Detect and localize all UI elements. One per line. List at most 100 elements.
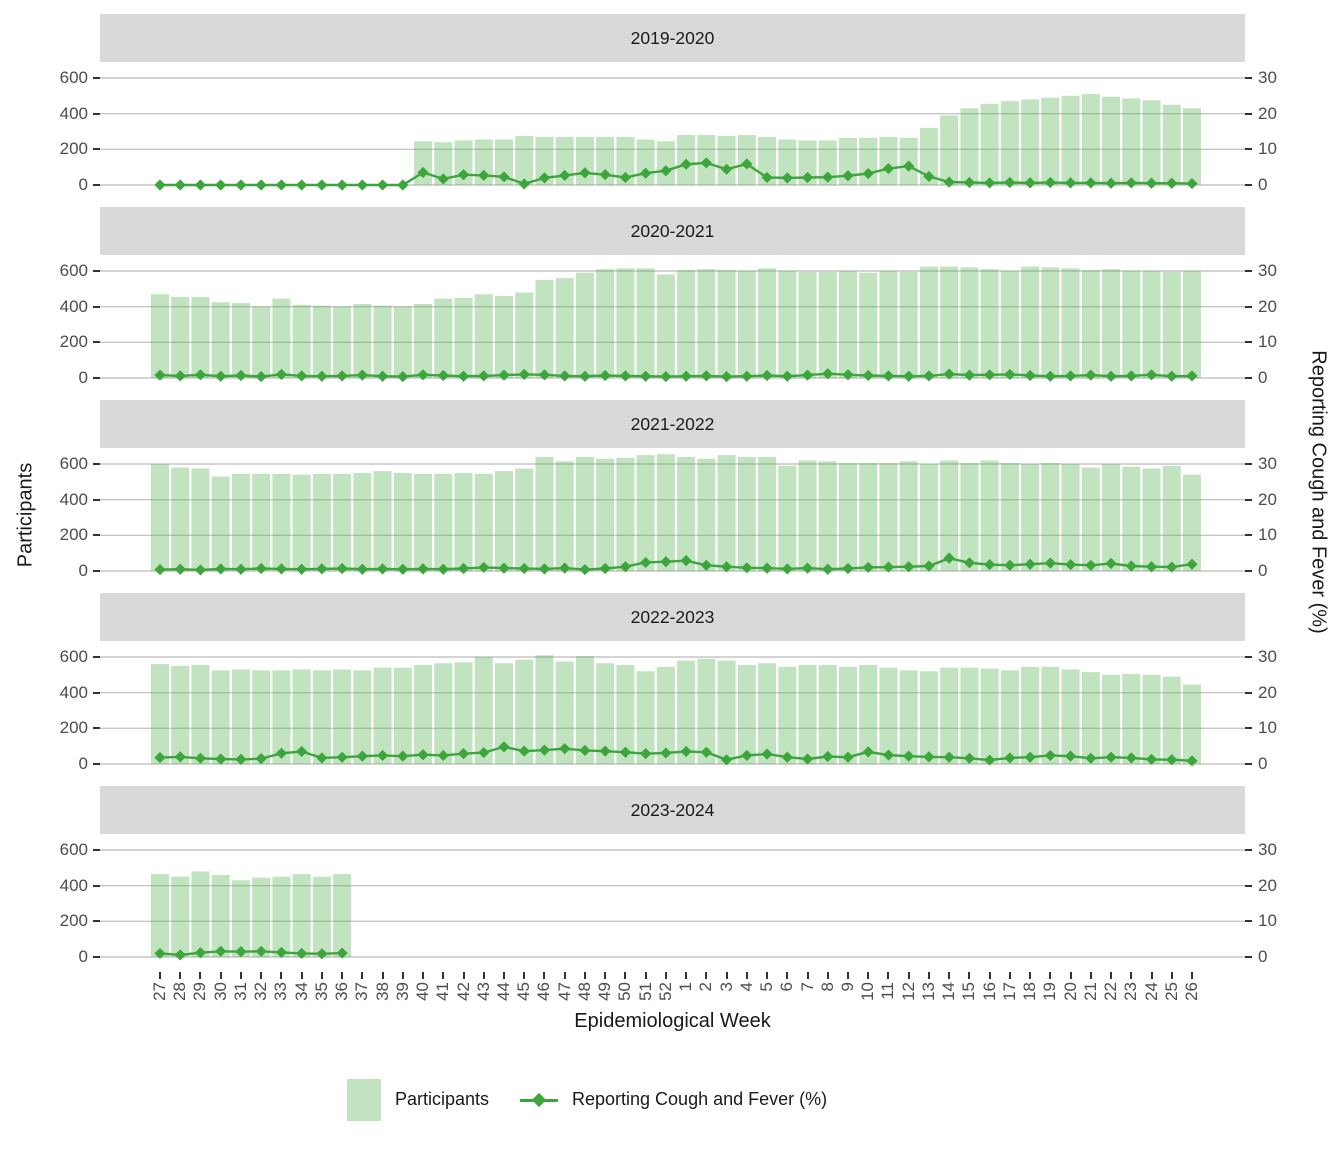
participants-bar [940, 115, 959, 185]
pct-point [538, 744, 551, 756]
pct-point [518, 745, 530, 757]
right-y-tick-label: 30 [1258, 647, 1277, 666]
x-tick-mark [1089, 972, 1092, 979]
participants-bar [171, 665, 190, 764]
x-tick-mark [159, 972, 161, 979]
pct-point [437, 369, 449, 382]
pct-point [943, 176, 955, 188]
pct-point [498, 562, 510, 574]
participants-bar [231, 669, 250, 764]
x-tick-mark [766, 972, 769, 979]
x-tick-mark [1049, 972, 1052, 979]
pct-point [538, 172, 551, 184]
x-tick-mark [867, 972, 870, 979]
left-y-tick-label: 400 [59, 296, 88, 316]
right-tick-mark [1245, 270, 1252, 272]
x-tick-mark [887, 972, 890, 979]
participants-bar [151, 874, 169, 957]
right-tick-mark [1245, 377, 1252, 379]
pct-point [457, 169, 470, 181]
x-tick-mark [664, 972, 667, 979]
pct-point [255, 945, 267, 957]
participants-bar [697, 269, 716, 378]
left-tick-mark [93, 77, 100, 79]
participants-bar [717, 135, 736, 185]
participants-bar [778, 271, 797, 378]
pct-point [1004, 559, 1016, 571]
participants-bar [1000, 271, 1019, 378]
participants-bar [596, 663, 615, 764]
participants-bar [1142, 468, 1161, 571]
facet-panel-2020-2021 [100, 266, 1245, 383]
x-tick-mark [462, 972, 465, 979]
left-tick-mark [93, 656, 100, 658]
pct-point [923, 751, 935, 763]
participants-bar [535, 655, 554, 764]
pct-point [579, 167, 591, 179]
participants-bar [171, 296, 190, 378]
participants-bar [656, 454, 675, 571]
participants-bar [677, 270, 696, 378]
participants-bar [373, 667, 392, 764]
participants-bar [292, 304, 311, 378]
right-y-tick-label: 30 [1258, 261, 1277, 280]
x-tick-mark [583, 972, 586, 979]
participants-bar [1102, 96, 1121, 185]
x-axis-title: Epidemiological Week [574, 1010, 771, 1032]
participants-bar [231, 303, 250, 378]
pct-point [599, 169, 611, 181]
facet-strip-title: 2023-2024 [630, 799, 715, 820]
left-y-tick-label: 0 [78, 947, 88, 966]
participants-bar [535, 456, 554, 571]
pct-point [579, 563, 591, 576]
pct-point [741, 749, 753, 762]
pct-point [1085, 177, 1097, 189]
participants-bar [494, 471, 513, 571]
pct-point [154, 369, 166, 381]
participants-bar [940, 266, 959, 378]
participants-bar [778, 465, 797, 571]
x-tick-mark [1130, 972, 1133, 979]
participants-bar [737, 456, 756, 571]
participants-bar [1061, 464, 1080, 571]
pct-point [1166, 754, 1178, 766]
participants-bar [515, 659, 534, 764]
x-tick-mark [1110, 972, 1113, 979]
pct-point [1024, 177, 1036, 189]
x-tick-mark [1069, 972, 1072, 979]
pct-point [498, 741, 510, 753]
participants-bar [737, 271, 756, 378]
pct-point [842, 751, 854, 763]
x-tick-mark [1008, 972, 1011, 979]
x-tick-mark [1190, 972, 1193, 979]
pct-point [882, 162, 895, 175]
left-tick-mark [93, 884, 100, 887]
pct-line [160, 161, 1193, 187]
right-tick-mark [1245, 341, 1252, 344]
right-y-tick-label: 20 [1258, 489, 1277, 509]
pct-point [518, 562, 530, 575]
left-y-tick-label: 600 [59, 454, 88, 473]
participants-bar [373, 471, 392, 571]
pct-point [781, 172, 793, 184]
participants-bar [737, 665, 756, 764]
left-y-tick-label: 0 [78, 368, 88, 387]
pct-point [235, 179, 247, 191]
pct-point [1105, 751, 1117, 763]
participants-bar [1041, 666, 1060, 764]
pct-point [316, 179, 328, 191]
participants-bar [151, 664, 169, 764]
participants-bar [515, 135, 534, 185]
participants-bar [494, 139, 513, 185]
participants-bar [312, 473, 331, 571]
facet-strip: 2023-2024 [100, 786, 1245, 834]
right-y-tick-label: 10 [1258, 332, 1277, 352]
participants-bar [838, 137, 857, 185]
pct-point [741, 158, 753, 170]
participants-bar [1182, 271, 1201, 378]
pct-point [1125, 177, 1137, 189]
x-tick-mark [907, 972, 910, 979]
facet-strip: 2022-2023 [100, 593, 1245, 641]
pct-point [741, 370, 753, 382]
participants-bar [919, 266, 938, 378]
